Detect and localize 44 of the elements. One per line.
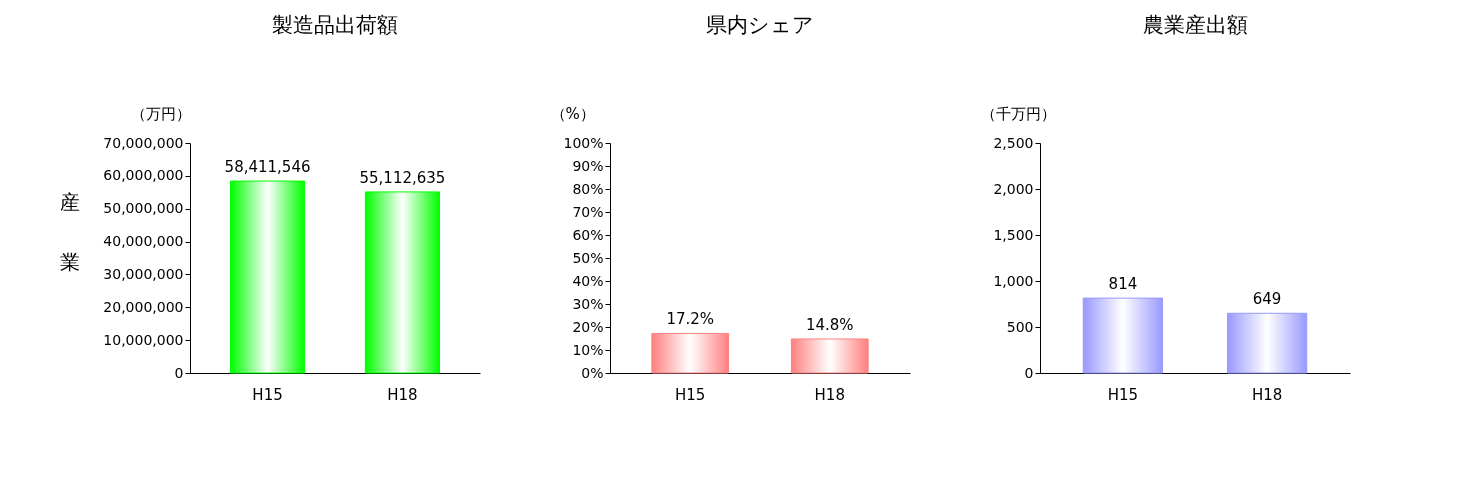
y-tick-label: 0% [581, 364, 604, 381]
data-label: 17.2% [666, 310, 715, 329]
y-axis-title: （万円） [130, 104, 191, 123]
chart-title: 県内シェア [706, 13, 814, 37]
y-axis-title: （%） [550, 104, 595, 123]
y-tick-label: 2,500 [993, 134, 1034, 151]
chart-title: 農業産出額 [1142, 13, 1248, 37]
x-tick-label: H15 [1107, 385, 1139, 404]
y-tick-label: 10% [572, 341, 604, 358]
y-tick-label: 30,000,000 [103, 265, 184, 282]
data-label: 58,411,546 [224, 158, 311, 177]
y-tick-label: 40,000,000 [103, 233, 184, 250]
data-label: 14.8% [805, 315, 854, 334]
y-tick-label: 50,000,000 [103, 200, 184, 217]
y-tick-label: 60% [572, 226, 604, 243]
x-tick-label: H18 [814, 385, 845, 404]
y-tick-label: 60,000,000 [103, 167, 184, 184]
y-tick-label: 1,500 [993, 226, 1034, 243]
y-tick-label: 10,000,000 [103, 331, 184, 348]
y-tick-label: 80% [572, 180, 604, 197]
y-tick-label: 40% [572, 272, 604, 289]
text: 産業 [60, 190, 80, 274]
y-tick-label: 1,000 [993, 272, 1034, 289]
y-tick-label: 0 [1024, 364, 1034, 381]
y-tick-label: 500 [1006, 318, 1034, 335]
y-tick-label: 2,000 [993, 180, 1034, 197]
data-label: 55,112,635 [359, 168, 446, 187]
x-tick-label: H15 [252, 385, 283, 404]
y-axis-title: （千万円） [980, 104, 1056, 123]
y-tick-label: 70% [572, 203, 604, 220]
x-tick-label: H15 [675, 385, 706, 404]
y-tick-label: 30% [572, 295, 604, 312]
y-tick-label: 20% [572, 318, 604, 335]
data-label: 814 [1108, 275, 1138, 294]
y-tick-label: 70,000,000 [103, 134, 184, 151]
y-tick-label: 90% [572, 157, 604, 174]
x-tick-label: H18 [387, 385, 418, 404]
y-tick-label: 100% [563, 134, 604, 151]
y-tick-label: 50% [572, 249, 604, 266]
y-tick-label: 0 [174, 364, 184, 381]
data-label: 649 [1252, 290, 1282, 309]
x-tick-label: H18 [1251, 385, 1283, 404]
y-tick-label: 20,000,000 [103, 298, 184, 315]
chart-title: 製造品出荷額 [272, 13, 398, 37]
